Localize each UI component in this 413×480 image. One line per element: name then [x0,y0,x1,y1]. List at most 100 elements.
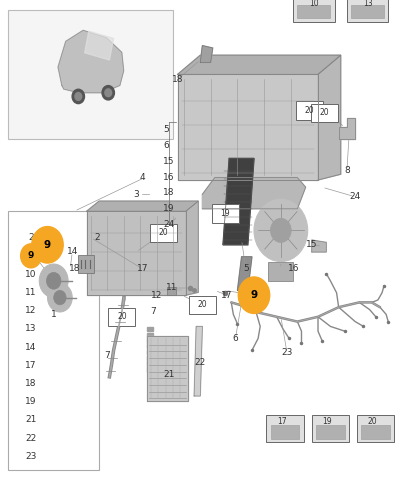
Text: 24: 24 [163,220,174,229]
Polygon shape [58,30,123,93]
Bar [266,415,304,442]
Polygon shape [147,350,153,354]
Text: 18: 18 [25,379,37,388]
Text: 20: 20 [158,228,168,237]
Circle shape [39,264,68,298]
Bar [297,5,330,18]
Text: 2: 2 [94,233,100,242]
Bar [297,101,323,120]
Text: 22: 22 [25,434,37,443]
Circle shape [54,290,66,305]
Circle shape [254,199,308,262]
Text: 19: 19 [322,417,332,425]
Bar [312,415,349,442]
Text: 15: 15 [306,240,318,249]
Text: 20: 20 [319,108,329,117]
Bar [167,287,176,295]
Polygon shape [200,46,213,62]
Bar [271,425,299,439]
Polygon shape [147,333,153,337]
Bar [357,415,394,442]
Text: 23: 23 [281,348,293,357]
Circle shape [72,89,85,104]
Bar [212,204,239,223]
Bar [268,262,293,281]
Polygon shape [178,55,341,74]
Text: 9: 9 [44,240,51,250]
Polygon shape [147,361,153,366]
Text: 24: 24 [349,192,361,201]
Text: 18: 18 [163,189,175,197]
Text: 17: 17 [221,291,233,300]
Text: 16: 16 [163,173,175,181]
Bar [150,224,177,242]
Polygon shape [202,178,306,209]
Text: 7: 7 [104,351,110,360]
Text: 20: 20 [197,300,207,309]
Polygon shape [178,74,318,180]
Polygon shape [147,356,153,360]
Text: 3: 3 [133,190,139,199]
Text: 20: 20 [305,106,315,115]
Text: 18: 18 [172,75,183,84]
Bar [8,10,173,139]
Text: 14: 14 [66,248,78,256]
Polygon shape [339,118,355,139]
Text: 17: 17 [137,264,148,273]
Bar [78,255,94,273]
Bar [293,0,335,22]
Polygon shape [312,240,326,252]
Text: 17: 17 [25,361,37,370]
Polygon shape [85,31,114,60]
Bar [108,308,135,326]
Text: 13: 13 [25,324,37,333]
Polygon shape [237,257,252,290]
Circle shape [21,244,41,268]
Text: 19: 19 [25,397,37,406]
Text: 21: 21 [25,416,37,424]
Bar [8,211,99,470]
Circle shape [271,218,291,242]
Circle shape [75,93,82,100]
Text: 19: 19 [163,204,175,213]
Polygon shape [147,344,153,348]
Text: 20: 20 [117,312,127,321]
Text: 9: 9 [28,252,34,260]
Polygon shape [186,201,198,295]
Polygon shape [223,158,254,245]
Text: 21: 21 [164,370,175,379]
Text: 7: 7 [150,308,156,316]
Circle shape [238,277,270,313]
Polygon shape [147,338,153,343]
Circle shape [47,283,72,312]
Text: 11: 11 [25,288,37,297]
Text: 20: 20 [368,417,377,425]
Text: 10: 10 [309,0,319,8]
Circle shape [102,85,114,100]
Text: 10: 10 [25,270,37,278]
Text: 11: 11 [166,284,177,292]
Text: 8: 8 [344,166,350,175]
Circle shape [105,89,112,96]
Text: 22: 22 [195,358,206,367]
Text: 14: 14 [25,343,37,351]
Text: 17: 17 [277,417,287,425]
Text: 4: 4 [140,173,145,182]
Text: 16: 16 [287,264,299,273]
Text: 1: 1 [51,310,57,319]
Polygon shape [147,336,188,401]
Polygon shape [87,211,186,295]
Text: 5: 5 [243,264,249,273]
Bar [311,104,338,122]
Text: 5: 5 [163,125,169,134]
Text: 6: 6 [163,141,169,150]
Text: 19: 19 [220,209,230,218]
Circle shape [47,273,61,289]
Text: 15: 15 [163,157,175,166]
Text: 2: 2 [28,233,34,242]
Bar [347,0,388,22]
Text: 9: 9 [250,290,258,300]
Circle shape [32,227,63,263]
Bar [316,425,345,439]
Polygon shape [87,201,198,211]
